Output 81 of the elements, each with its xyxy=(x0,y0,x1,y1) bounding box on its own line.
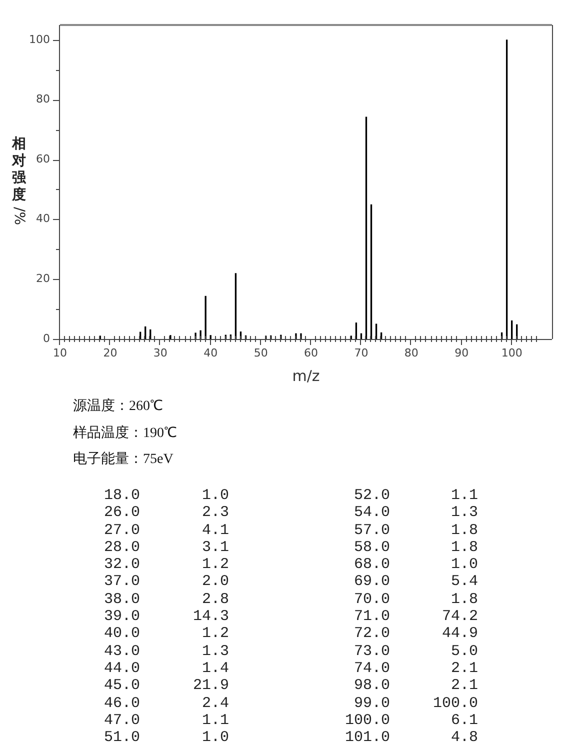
text: 72.0 xyxy=(352,625,390,643)
text: 5.4 xyxy=(450,573,478,591)
text: 1.3 xyxy=(450,504,478,522)
text: 99.0 xyxy=(352,694,390,712)
text: 74.0 xyxy=(352,660,390,678)
x-tick-label: 60 xyxy=(304,346,318,360)
x-tick-label: 30 xyxy=(153,346,168,360)
text: 6.1 xyxy=(450,712,478,730)
text: 43.0 xyxy=(102,642,140,660)
x-tick-label: 90 xyxy=(454,346,469,360)
x-tick-label: 80 xyxy=(404,346,418,360)
text: 1.8 xyxy=(450,522,478,539)
text: 1.0 xyxy=(450,556,478,574)
x-tick-label: 50 xyxy=(254,346,268,360)
y-tick-label: 60 xyxy=(36,152,50,166)
text: 源温度：260℃ xyxy=(73,397,164,416)
x-tick-label: 100 xyxy=(501,346,522,360)
text: 2.0 xyxy=(200,573,229,591)
text: 1.2 xyxy=(200,556,229,574)
text: 2.4 xyxy=(200,694,229,712)
x-tick-label: 70 xyxy=(354,346,368,360)
text: 51.0 xyxy=(102,729,140,746)
text: 37.0 xyxy=(102,573,140,591)
text: 1.0 xyxy=(200,729,229,746)
x-tick-label: 10 xyxy=(53,346,67,360)
text: 57.0 xyxy=(352,522,390,539)
text: 47.0 xyxy=(102,712,140,730)
text: 40.0 xyxy=(102,625,140,643)
text: 101.0 xyxy=(344,729,390,746)
text: 46.0 xyxy=(102,694,140,712)
text: 18.0 xyxy=(102,487,140,504)
text: 电子能量：75eV xyxy=(73,450,174,469)
text: 68.0 xyxy=(352,556,390,574)
text: 1.0 xyxy=(200,487,229,504)
text: 100.0 xyxy=(432,694,478,712)
text: 98.0 xyxy=(352,677,390,695)
text: 21.9 xyxy=(192,677,229,695)
text: 74.2 xyxy=(440,608,478,626)
y-tick-label: 80 xyxy=(36,92,50,106)
y-tick-label: 100 xyxy=(29,32,50,46)
text: 1.8 xyxy=(450,538,478,556)
text: 100.0 xyxy=(344,712,390,730)
text: 4.8 xyxy=(450,729,478,746)
x-tick-label: 40 xyxy=(204,346,218,360)
text: 28.0 xyxy=(102,538,140,556)
text: 44.9 xyxy=(440,625,478,643)
text: 38.0 xyxy=(102,590,140,608)
text: 26.0 xyxy=(102,504,140,522)
text: 1.8 xyxy=(450,590,478,608)
y-tick-label: 20 xyxy=(36,272,50,286)
text: 14.3 xyxy=(192,608,229,626)
text: 44.0 xyxy=(102,660,140,678)
text: 1.3 xyxy=(200,642,229,660)
text: 69.0 xyxy=(352,573,390,591)
text: 2.1 xyxy=(450,677,478,695)
text: 73.0 xyxy=(352,642,390,660)
x-axis-title: m/z xyxy=(292,366,320,385)
text: 1.1 xyxy=(200,712,229,730)
text: 2.3 xyxy=(200,504,229,522)
text: 1.1 xyxy=(450,487,478,504)
y-tick-label: 40 xyxy=(36,212,50,226)
text: 71.0 xyxy=(352,608,390,626)
text: 4.1 xyxy=(200,522,229,539)
text: 54.0 xyxy=(352,504,390,522)
text: 58.0 xyxy=(352,538,390,556)
text: 39.0 xyxy=(102,608,140,626)
text: 70.0 xyxy=(352,590,390,608)
x-tick-label: 20 xyxy=(103,346,118,360)
text: 45.0 xyxy=(102,677,140,695)
text: 样品温度：190℃ xyxy=(73,424,177,442)
text: 32.0 xyxy=(102,556,140,574)
y-axis-title: 相对强度/% xyxy=(11,136,27,226)
text: 2.8 xyxy=(200,590,229,608)
text: 5.0 xyxy=(450,642,478,660)
text: 27.0 xyxy=(102,522,140,539)
text: 1.2 xyxy=(200,625,229,643)
text: 3.1 xyxy=(200,538,229,556)
text: 1.4 xyxy=(200,660,229,678)
y-tick-label: 0 xyxy=(43,332,50,345)
text: 2.1 xyxy=(450,660,478,678)
text: 52.0 xyxy=(352,487,390,504)
